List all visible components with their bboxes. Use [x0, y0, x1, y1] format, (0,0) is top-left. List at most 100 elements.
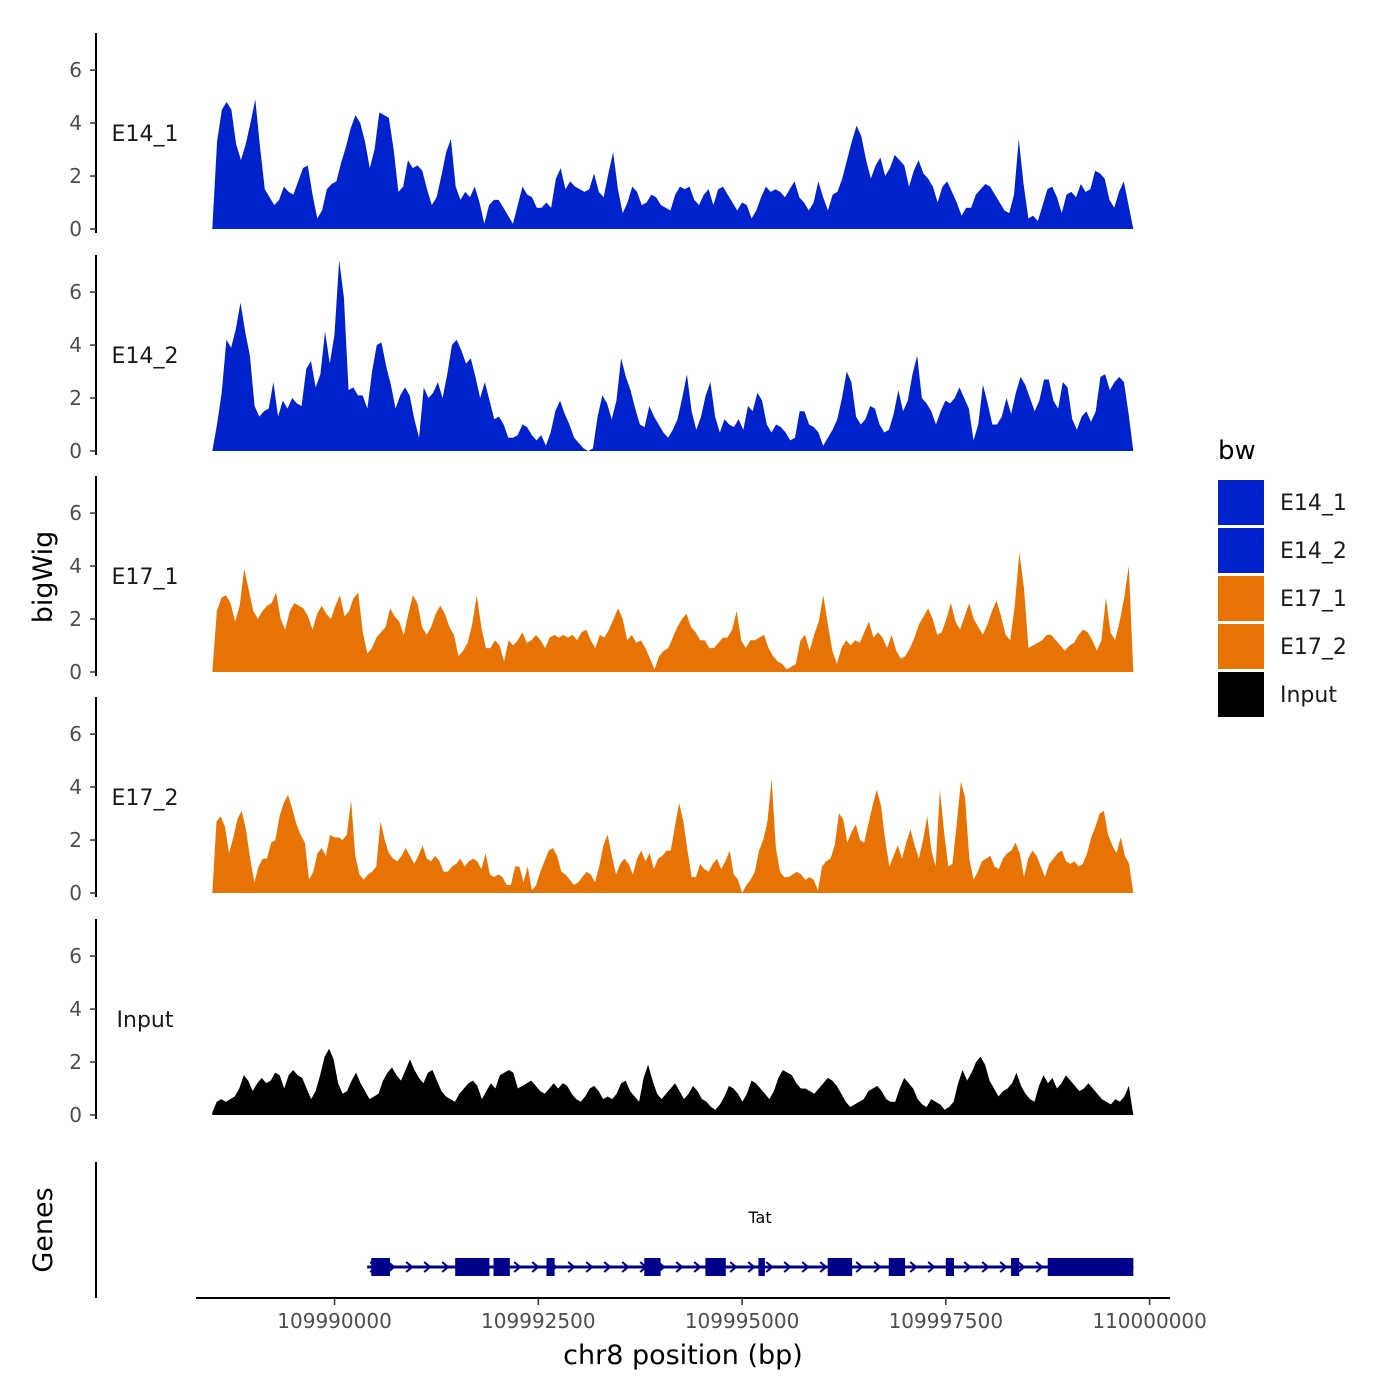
strand-arrow [693, 1261, 702, 1273]
y-tick-label: 4 [69, 554, 82, 578]
legend: bw E14_1 E14_2 E17_1 E17_2 Input [1218, 436, 1347, 717]
strand-arrow [423, 1261, 432, 1273]
y-tick-label: 0 [69, 217, 82, 241]
coverage-area-e14_2 [212, 260, 1134, 451]
legend-label: E14_1 [1280, 491, 1347, 516]
exon-block [1047, 1258, 1134, 1276]
track-panel-e14_1: 0 2 4 6 E14_1 [69, 33, 1134, 241]
track-panel-input: 0 2 4 6 Input [69, 919, 1134, 1127]
y-tick-label: 2 [69, 828, 82, 852]
strand-arrow [801, 1261, 810, 1273]
y-tick-label: 6 [69, 944, 82, 968]
legend-swatch-e17_2 [1218, 624, 1264, 669]
legend-label: E14_2 [1280, 539, 1347, 564]
strand-arrow [405, 1261, 414, 1273]
track-panel-e17_1: 0 2 4 6 E17_1 [69, 476, 1134, 684]
gene-name-label: Tat [747, 1208, 771, 1227]
exon-block [1011, 1258, 1020, 1276]
coverage-area-e17_1 [212, 552, 1134, 672]
track-panel-e17_2: 0 2 4 6 E17_2 [69, 697, 1134, 905]
strand-arrow [999, 1261, 1008, 1273]
x-axis-title: chr8 position (bp) [563, 1340, 803, 1371]
legend-swatch-e14_1 [1218, 480, 1264, 525]
coverage-area-input [212, 1048, 1134, 1115]
track-label: E14_1 [112, 122, 179, 147]
y-tick-label: 4 [69, 997, 82, 1021]
x-tick-label: 109990000 [277, 1309, 392, 1333]
strand-arrow [963, 1261, 972, 1273]
exon-block [945, 1258, 955, 1276]
strand-arrow [747, 1261, 756, 1273]
legend-swatch-e14_2 [1218, 528, 1264, 573]
strand-arrow [531, 1261, 540, 1273]
legend-label: Input [1280, 683, 1337, 708]
strand-arrow [1035, 1261, 1044, 1273]
strand-arrow [981, 1261, 990, 1273]
track-label: Input [117, 1008, 174, 1033]
exon-block [758, 1258, 765, 1276]
x-axis: 109990000 109992500 109995000 109997500 1100… [196, 1297, 1207, 1371]
exon-block [371, 1258, 390, 1276]
strand-arrow [387, 1261, 396, 1273]
y-tick-label: 0 [69, 660, 82, 684]
strand-arrow [783, 1261, 792, 1273]
track-panel-e14_2: 0 2 4 6 E14_2 [69, 255, 1134, 463]
y-tick-label: 6 [69, 722, 82, 746]
strand-arrow [441, 1261, 450, 1273]
exon-block [546, 1258, 555, 1276]
x-tick-label: 109992500 [481, 1309, 596, 1333]
legend-label: E17_1 [1280, 587, 1347, 612]
y-tick-label: 2 [69, 386, 82, 410]
x-ticks: 109990000 109992500 109995000 109997500 1100… [277, 1298, 1207, 1333]
strand-arrow [513, 1261, 522, 1273]
y-tick-label: 2 [69, 164, 82, 188]
strand-arrow [873, 1261, 882, 1273]
strand-arrow [621, 1261, 630, 1273]
strand-arrow [585, 1261, 594, 1273]
y-tick-label: 4 [69, 111, 82, 135]
gene-panel: Genes Tat [28, 1162, 1134, 1298]
legend-title: bw [1218, 436, 1256, 466]
legend-label: E17_2 [1280, 635, 1347, 660]
coverage-area-e17_2 [212, 779, 1134, 893]
strand-arrow [567, 1261, 576, 1273]
x-tick-label: 110000000 [1092, 1309, 1207, 1333]
coverage-area-e14_1 [212, 99, 1134, 229]
track-label: E14_2 [112, 344, 179, 369]
x-tick-label: 109995000 [685, 1309, 800, 1333]
exon-block [705, 1258, 726, 1276]
strand-arrow [909, 1261, 918, 1273]
legend-swatch-e17_1 [1218, 576, 1264, 621]
legend-swatch-input [1218, 672, 1264, 717]
legend-items: E14_1 E14_2 E17_1 E17_2 Input [1218, 480, 1347, 717]
y-tick-label: 4 [69, 333, 82, 357]
strand-arrow [765, 1261, 774, 1273]
genes-axis-title: Genes [28, 1187, 59, 1272]
strand-arrow [603, 1261, 612, 1273]
exon-block [888, 1258, 906, 1276]
exon-block [644, 1258, 661, 1276]
x-tick-label: 109997500 [889, 1309, 1004, 1333]
exon-block [455, 1258, 490, 1276]
y-tick-label: 2 [69, 1050, 82, 1074]
y-tick-label: 2 [69, 607, 82, 631]
strand-arrow [819, 1261, 828, 1273]
gene-model [367, 1258, 1134, 1276]
strand-arrow [675, 1261, 684, 1273]
y-tick-label: 0 [69, 881, 82, 905]
y-tick-label: 0 [69, 1103, 82, 1127]
y-axis-title: bigWig [28, 531, 59, 624]
track-label: E17_1 [112, 565, 179, 590]
y-tick-label: 6 [69, 501, 82, 525]
y-tick-label: 6 [69, 280, 82, 304]
y-tick-label: 4 [69, 775, 82, 799]
y-tick-label: 0 [69, 439, 82, 463]
track-label: E17_2 [112, 786, 179, 811]
coverage-panels: 0 2 4 6 E14_1 0 2 4 6 E14_2 0 2 4 6 E17_1 0 2 4 6 E17_2 0 2 4 6… [69, 33, 1134, 1127]
strand-arrow [729, 1261, 738, 1273]
strand-arrow [855, 1261, 864, 1273]
strand-arrow [927, 1261, 936, 1273]
